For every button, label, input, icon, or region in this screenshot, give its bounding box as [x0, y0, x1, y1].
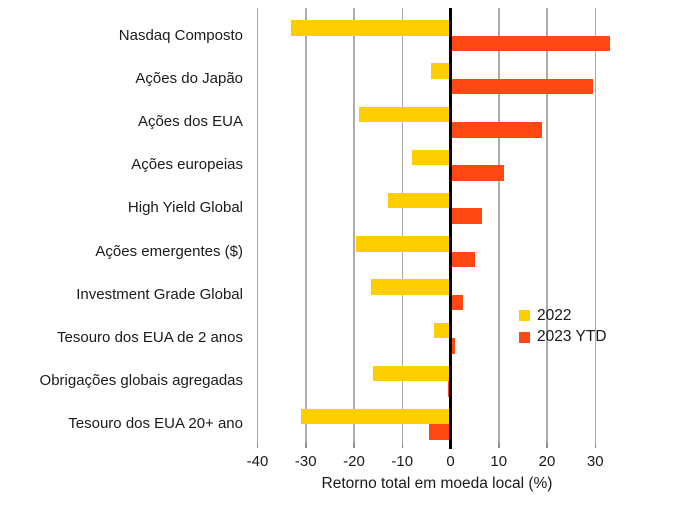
category-label: High Yield Global — [127, 199, 243, 217]
x-axis-title: Retorno total em moeda local (%) — [321, 475, 553, 492]
legend-item-2022: 2022 — [519, 305, 607, 327]
bar-2022 — [370, 279, 451, 295]
bar-2023-ytd — [450, 208, 482, 224]
bar-2022 — [291, 20, 451, 36]
bar-2022 — [431, 63, 451, 79]
category-label: Tesouro dos EUA de 2 anos — [57, 329, 243, 346]
bar-2023-ytd — [450, 122, 543, 138]
legend-swatch-2023-ytd-icon — [519, 331, 530, 343]
legend-swatch-2022-icon — [519, 310, 530, 322]
legend: 2022 2023 YTD — [519, 305, 607, 348]
x-tick-label: -20 — [343, 453, 365, 470]
category-label: Nasdaq Composto — [118, 26, 243, 44]
bar-2022 — [300, 408, 451, 425]
x-tick-label: -40 — [246, 453, 269, 470]
category-label: Investment Grade Global — [76, 285, 243, 303]
category-label: Ações emergentes ($) — [95, 242, 243, 260]
gridline — [594, 8, 596, 443]
legend-label-2022: 2022 — [537, 306, 572, 324]
x-tick-label: 0 — [446, 453, 455, 470]
bar-2022 — [358, 106, 451, 122]
bar-2023-ytd — [450, 294, 463, 311]
x-tick-label: -30 — [294, 453, 317, 470]
x-tick-mark — [546, 443, 548, 448]
category-label: Ações do Japão — [135, 69, 243, 87]
bar-2023-ytd — [450, 78, 593, 95]
x-tick-mark — [256, 443, 259, 448]
x-tick-label: 20 — [538, 453, 556, 470]
bar-2022 — [356, 236, 451, 252]
x-tick-mark — [594, 443, 596, 448]
bar-2023-ytd — [450, 35, 610, 52]
gridline — [256, 8, 259, 443]
x-tick-mark — [401, 443, 403, 448]
bar-2022 — [387, 192, 451, 209]
gridline — [498, 8, 500, 443]
gridline — [546, 8, 548, 443]
bar-2022 — [373, 365, 451, 382]
category-label: Ações dos EUA — [137, 113, 243, 130]
legend-item-2023-ytd: 2023 YTD — [519, 327, 607, 349]
bar-2023-ytd — [450, 165, 504, 181]
gridline — [305, 8, 307, 443]
legend-label-2023-ytd: 2023 YTD — [537, 328, 607, 346]
category-label: Obrigações globais agregadas — [39, 372, 243, 390]
x-tick-mark — [305, 443, 307, 448]
gridline — [353, 8, 355, 443]
x-tick-mark — [353, 443, 355, 448]
bar-2023-ytd — [428, 424, 451, 440]
bar-2023-ytd — [450, 251, 475, 268]
category-label: Tesouro dos EUA 20+ ano — [68, 415, 243, 433]
x-tick-label: 10 — [490, 453, 508, 470]
x-tick-label: -10 — [391, 453, 414, 470]
bar-2023-ytd — [450, 338, 456, 354]
gridline — [401, 8, 403, 443]
zero-axis-line — [449, 8, 452, 449]
bar-2022 — [433, 322, 451, 338]
bar-2022 — [411, 149, 451, 166]
x-tick-mark — [498, 443, 500, 448]
category-label: Ações europeias — [131, 156, 243, 174]
x-tick-label: 30 — [586, 453, 604, 470]
